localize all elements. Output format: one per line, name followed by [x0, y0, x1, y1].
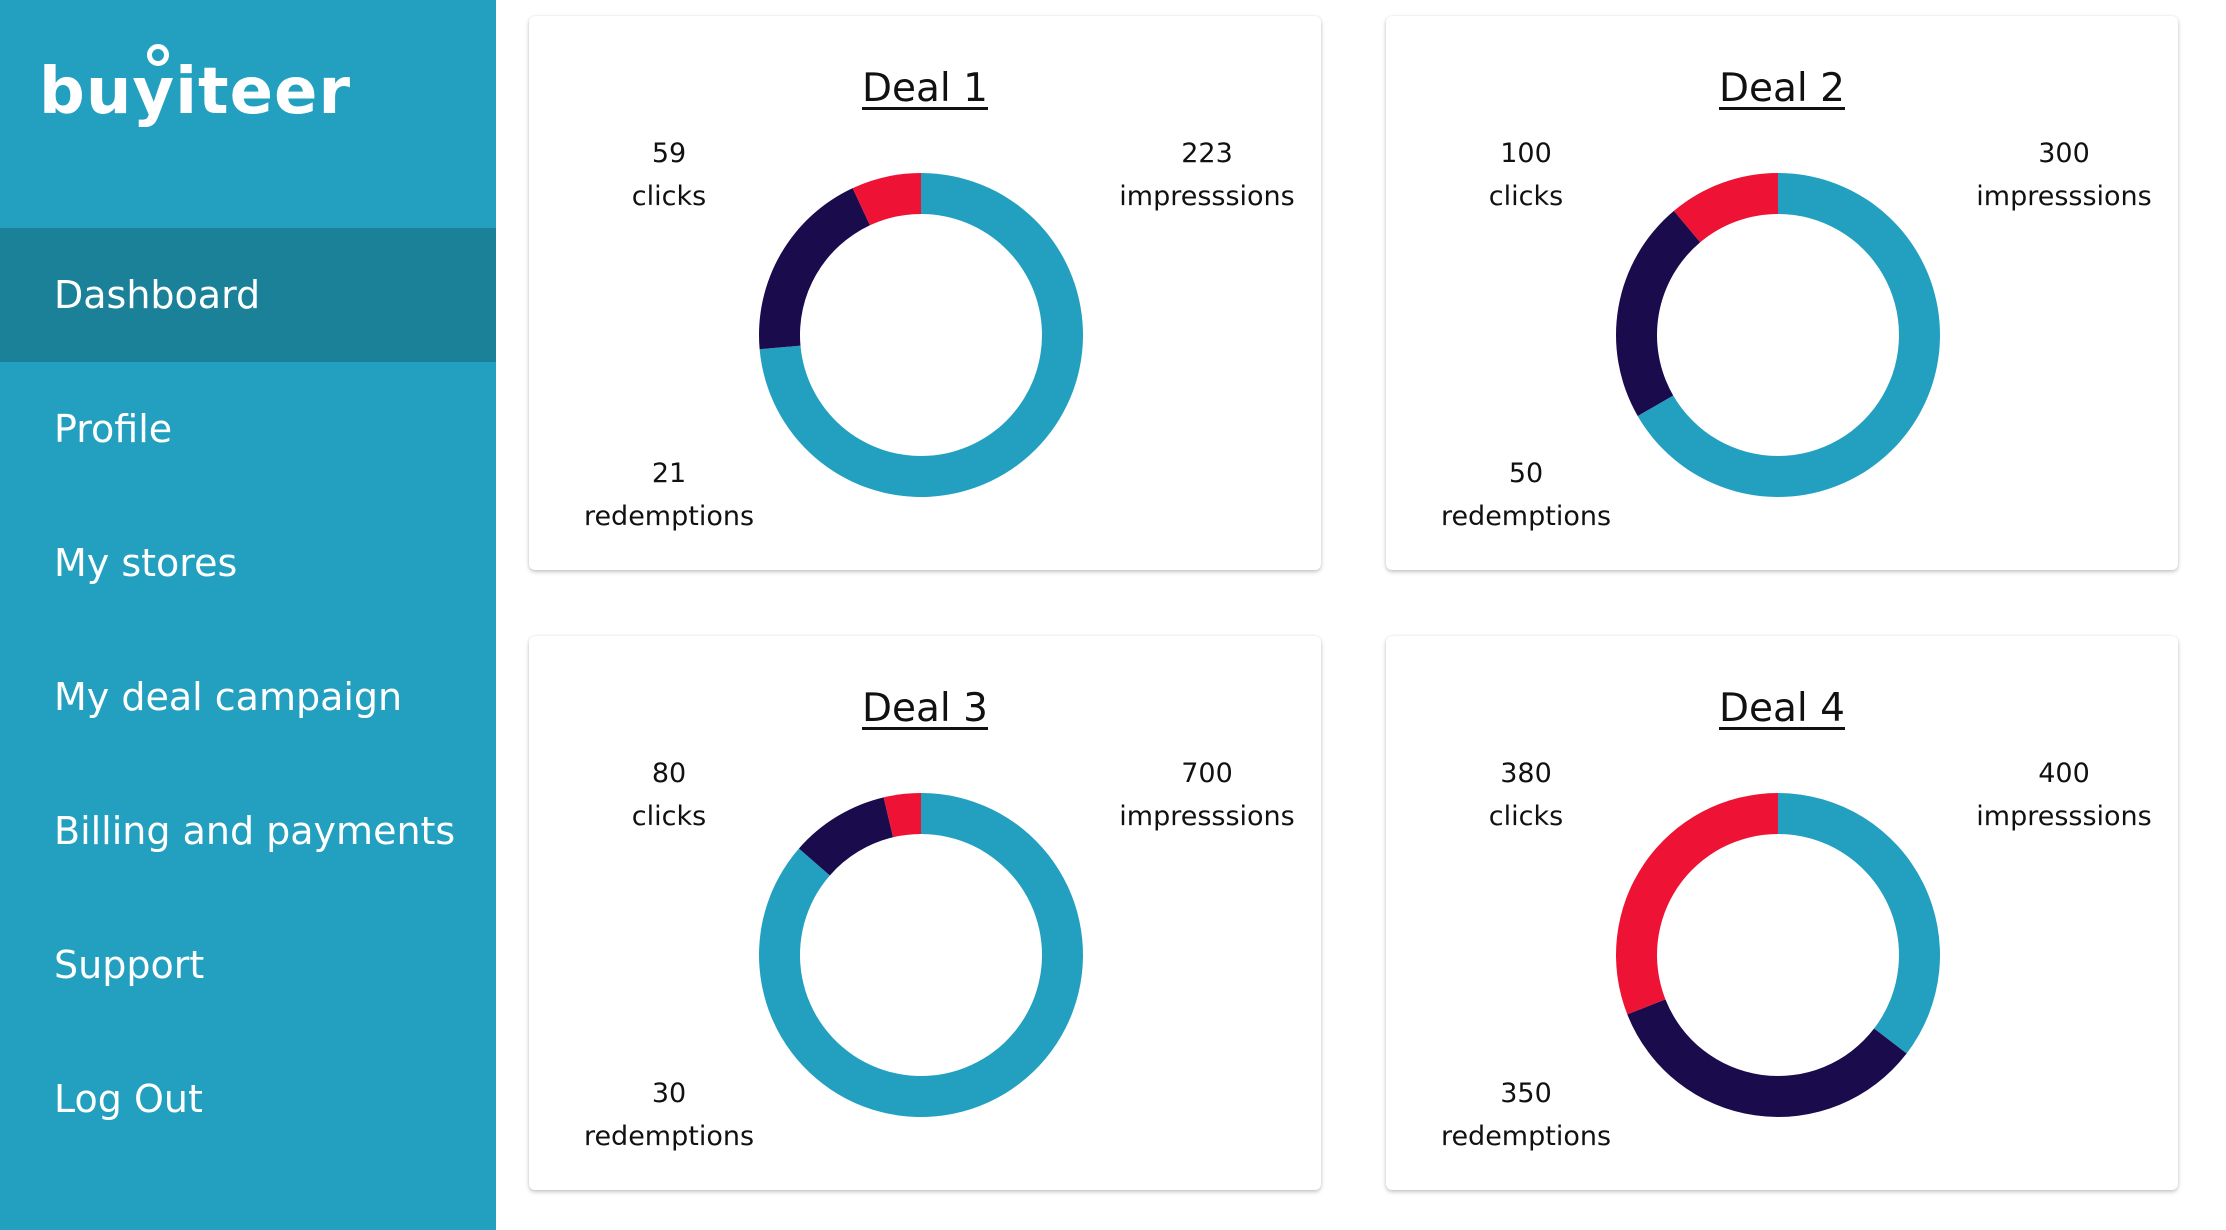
donut-slice-redemptions [883, 793, 921, 838]
redemptions-label: redemptions [583, 1121, 755, 1152]
brand-name: buyiteer [39, 55, 351, 129]
clicks-stat: 59 clicks [559, 132, 779, 218]
deal-donut-chart [1616, 793, 1940, 1117]
deal-title: Deal 1 [862, 66, 988, 111]
sidebar-item-dashboard[interactable]: Dashboard [0, 228, 496, 362]
clicks-label: clicks [1488, 181, 1564, 212]
deal-title: Deal 4 [1719, 686, 1845, 731]
sidebar-item-support[interactable]: Support [0, 898, 496, 1032]
sidebar-item-log-out[interactable]: Log Out [0, 1032, 496, 1166]
redemptions-label: redemptions [1440, 501, 1612, 532]
sidebar-item-label: Dashboard [54, 273, 261, 317]
sidebar-item-label: Log Out [54, 1077, 203, 1121]
redemptions-value: 50 [1508, 458, 1544, 489]
redemptions-value: 350 [1500, 1078, 1552, 1109]
dashboard-main: Deal 1 59 clicks 223 impresssions 21 red… [496, 0, 2226, 1230]
donut-slice-clicks [759, 188, 870, 350]
impressions-stat: 700 impresssions [1097, 752, 1317, 838]
sidebar-item-my-stores[interactable]: My stores [0, 496, 496, 630]
sidebar-item-label: My deal campaign [54, 675, 403, 719]
redemptions-label: redemptions [1440, 1121, 1612, 1152]
deal-card: Deal 2 100 clicks 300 impresssions 50 re… [1386, 16, 2178, 570]
clicks-stat: 80 clicks [559, 752, 779, 838]
impressions-label: impresssions [1119, 181, 1295, 212]
clicks-label: clicks [631, 181, 707, 212]
brand-logo[interactable]: buyiteer [39, 44, 350, 134]
impressions-label: impresssions [1976, 181, 2152, 212]
redemptions-stat: 30 redemptions [559, 1072, 779, 1158]
redemptions-value: 21 [651, 458, 687, 489]
impressions-stat: 223 impresssions [1097, 132, 1317, 218]
deal-title: Deal 3 [862, 686, 988, 731]
impressions-value: 400 [2038, 758, 2090, 789]
sidebar: buyiteer Dashboard Profile My stores My … [0, 0, 496, 1230]
sidebar-item-my-deal-campaign[interactable]: My deal campaign [0, 630, 496, 764]
deal-donut-chart [1616, 173, 1940, 497]
clicks-value: 380 [1500, 758, 1552, 789]
sidebar-item-label: Support [54, 943, 205, 987]
impressions-value: 300 [2038, 138, 2090, 169]
clicks-value: 80 [651, 758, 687, 789]
clicks-stat: 380 clicks [1416, 752, 1636, 838]
deal-donut-chart [759, 793, 1083, 1117]
deal-donut-chart [759, 173, 1083, 497]
impressions-stat: 300 impresssions [1954, 132, 2174, 218]
sidebar-item-profile[interactable]: Profile [0, 362, 496, 496]
sidebar-item-billing-and-payments[interactable]: Billing and payments [0, 764, 496, 898]
logo-ring-icon [147, 44, 169, 66]
clicks-label: clicks [1488, 801, 1564, 832]
clicks-value: 59 [651, 138, 687, 169]
sidebar-item-label: Billing and payments [54, 809, 456, 853]
donut-slice-impressions [1778, 793, 1940, 1054]
donut-slice-clicks [1627, 999, 1907, 1117]
impressions-value: 223 [1181, 138, 1233, 169]
redemptions-stat: 21 redemptions [559, 452, 779, 538]
donut-slice-redemptions [852, 173, 921, 226]
deal-title: Deal 2 [1719, 66, 1845, 111]
sidebar-item-label: Profile [54, 407, 173, 451]
redemptions-label: redemptions [583, 501, 755, 532]
redemptions-stat: 350 redemptions [1416, 1072, 1636, 1158]
clicks-value: 100 [1500, 138, 1552, 169]
impressions-value: 700 [1181, 758, 1233, 789]
deal-card: Deal 1 59 clicks 223 impresssions 21 red… [529, 16, 1321, 570]
donut-slice-clicks [798, 797, 894, 876]
clicks-stat: 100 clicks [1416, 132, 1636, 218]
donut-slice-clicks [1616, 210, 1701, 416]
donut-slice-redemptions [1616, 793, 1778, 1015]
impressions-label: impresssions [1119, 801, 1295, 832]
deal-card: Deal 3 80 clicks 700 impresssions 30 red… [529, 636, 1321, 1190]
donut-slice-redemptions [1673, 173, 1778, 243]
sidebar-item-label: My stores [54, 541, 238, 585]
sidebar-nav: Dashboard Profile My stores My deal camp… [0, 228, 496, 1166]
impressions-label: impresssions [1976, 801, 2152, 832]
redemptions-stat: 50 redemptions [1416, 452, 1636, 538]
deal-card: Deal 4 380 clicks 400 impresssions 350 r… [1386, 636, 2178, 1190]
redemptions-value: 30 [651, 1078, 687, 1109]
clicks-label: clicks [631, 801, 707, 832]
impressions-stat: 400 impresssions [1954, 752, 2174, 838]
